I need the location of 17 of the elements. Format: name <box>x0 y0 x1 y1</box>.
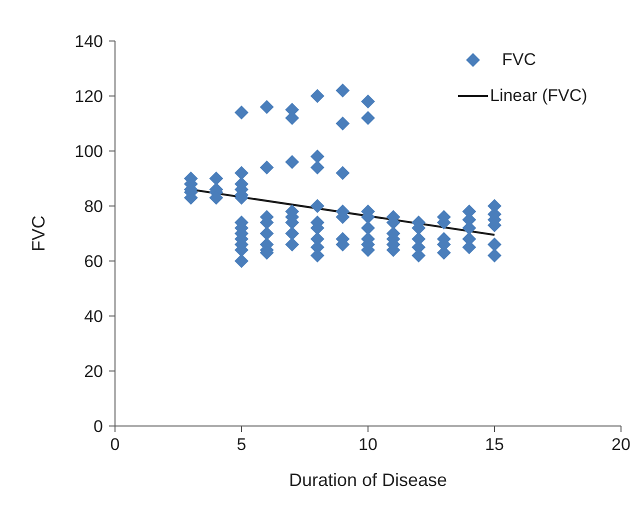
y-tick-label: 40 <box>84 307 103 326</box>
legend-label: Linear (FVC) <box>490 86 588 106</box>
x-tick-label: 0 <box>110 435 120 454</box>
y-axis-title: FVC <box>28 216 48 252</box>
y-tick-label: 140 <box>74 32 103 52</box>
y-tick-label: 80 <box>84 197 103 216</box>
y-tick-label: 0 <box>94 417 103 436</box>
x-axis-title: Duration of Disease <box>288 470 448 490</box>
x-tick-label: 5 <box>236 435 246 454</box>
y-tick-label: 100 <box>74 142 103 162</box>
x-tick-label: 15 <box>485 435 504 454</box>
y-tick-label: 60 <box>84 252 103 272</box>
y-tick-label: 20 <box>84 362 103 382</box>
legend-label: FVC <box>502 50 536 70</box>
x-tick-label: 10 <box>358 435 378 454</box>
x-tick-label: 20 <box>612 435 630 454</box>
y-tick-label: 120 <box>74 87 103 106</box>
